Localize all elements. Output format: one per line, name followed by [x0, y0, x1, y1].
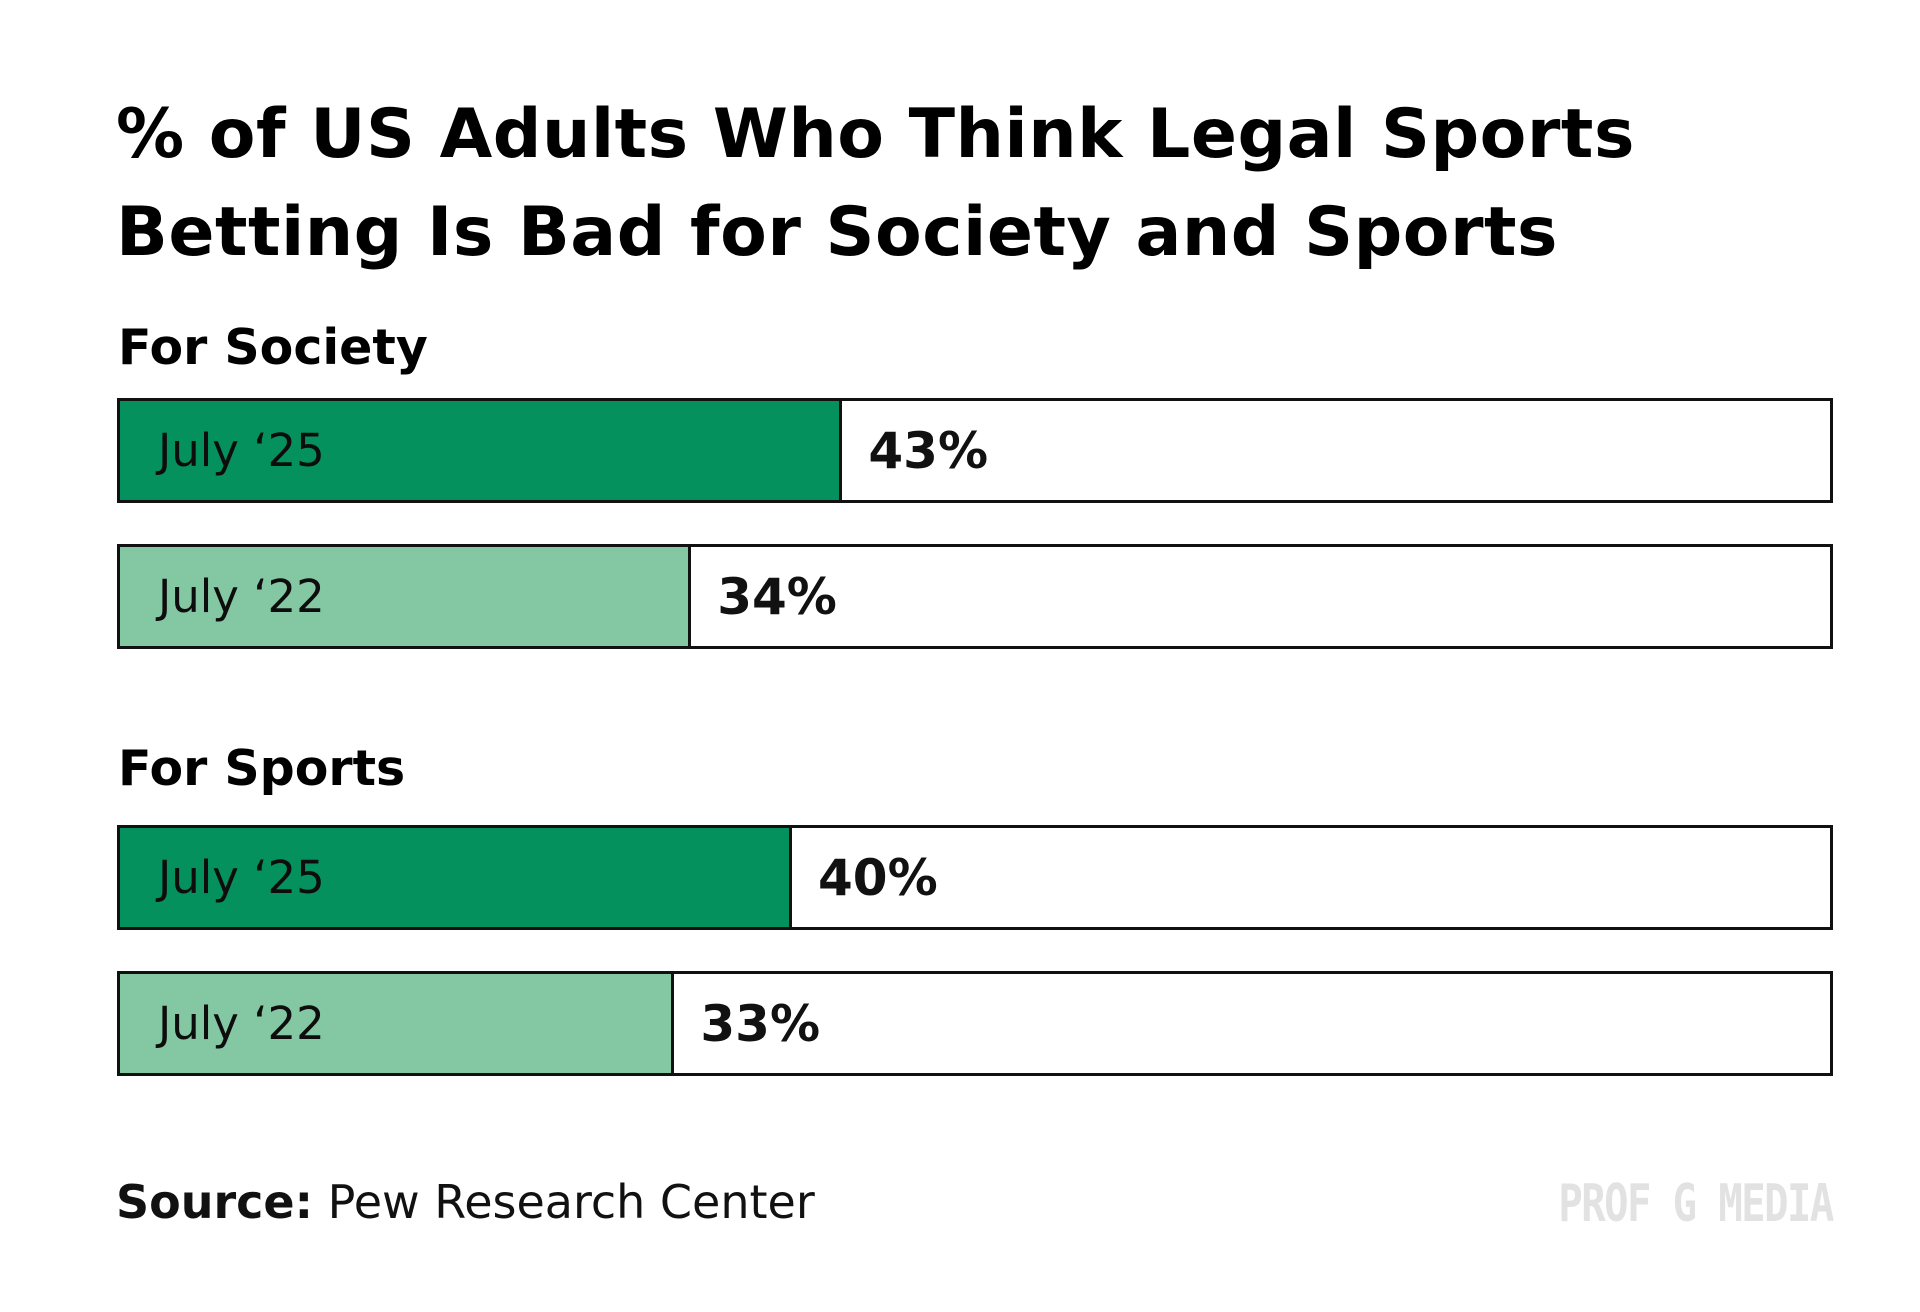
- chart-title: % of US Adults Who Think Legal Sports Be…: [116, 95, 1635, 272]
- bar-category-label: July ‘22: [158, 997, 325, 1050]
- bar-fill: [120, 547, 692, 646]
- bar-category-label: July ‘25: [158, 424, 325, 477]
- bar-value-label: 34%: [717, 567, 837, 626]
- source-label: Source:: [116, 1175, 314, 1229]
- bar-value-label: 43%: [868, 421, 989, 480]
- bar-fill: [120, 828, 792, 927]
- group-title-society: For Society: [118, 319, 428, 376]
- bar-society-july-22: July ‘22 34%: [117, 544, 1833, 649]
- brand-logo: PROF G MEDIA: [1558, 1174, 1835, 1234]
- source-text: Pew Research Center: [327, 1175, 815, 1229]
- bar-sports-july-25: July ‘25 40%: [117, 825, 1833, 930]
- bar-value-label: 40%: [818, 848, 938, 907]
- group-title-sports: For Sports: [118, 740, 406, 797]
- bar-fill: [120, 974, 675, 1073]
- source-note: Source: Pew Research Center: [116, 1172, 815, 1232]
- bar-sports-july-22: July ‘22 33%: [117, 971, 1833, 1076]
- bar-category-label: July ‘22: [158, 570, 325, 623]
- bar-society-july-25: July ‘25 43%: [117, 398, 1833, 503]
- bar-fill: [120, 401, 843, 500]
- bar-value-label: 33%: [700, 994, 821, 1053]
- bar-category-label: July ‘25: [158, 851, 325, 904]
